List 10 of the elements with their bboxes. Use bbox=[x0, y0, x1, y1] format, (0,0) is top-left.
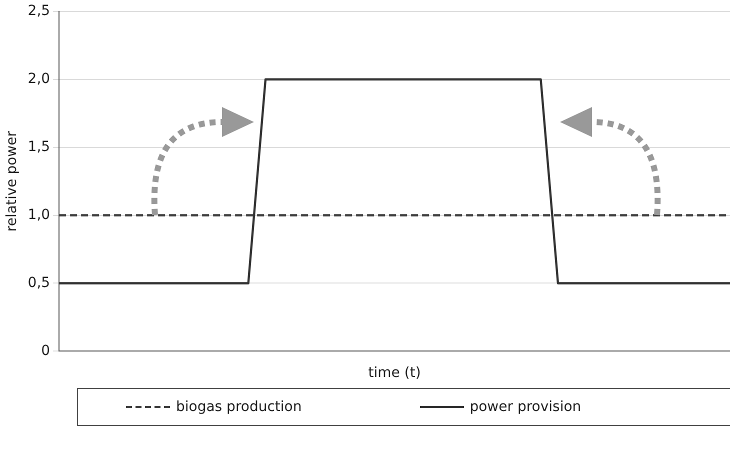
legend-label: biogas production bbox=[176, 399, 302, 415]
y-tick-label: 2,5 bbox=[28, 3, 50, 20]
x-axis-title: time (t) bbox=[368, 365, 421, 382]
y-axis-title: relative power bbox=[4, 130, 20, 232]
y-tick-label: 1,0 bbox=[28, 206, 50, 223]
y-tick-label: 1,5 bbox=[28, 138, 50, 155]
legend-label: power provision bbox=[470, 399, 582, 415]
y-tick-label: 2,0 bbox=[28, 71, 50, 87]
y-tick-label: 0 bbox=[41, 342, 50, 359]
y-tick-label: 0,5 bbox=[28, 274, 50, 291]
